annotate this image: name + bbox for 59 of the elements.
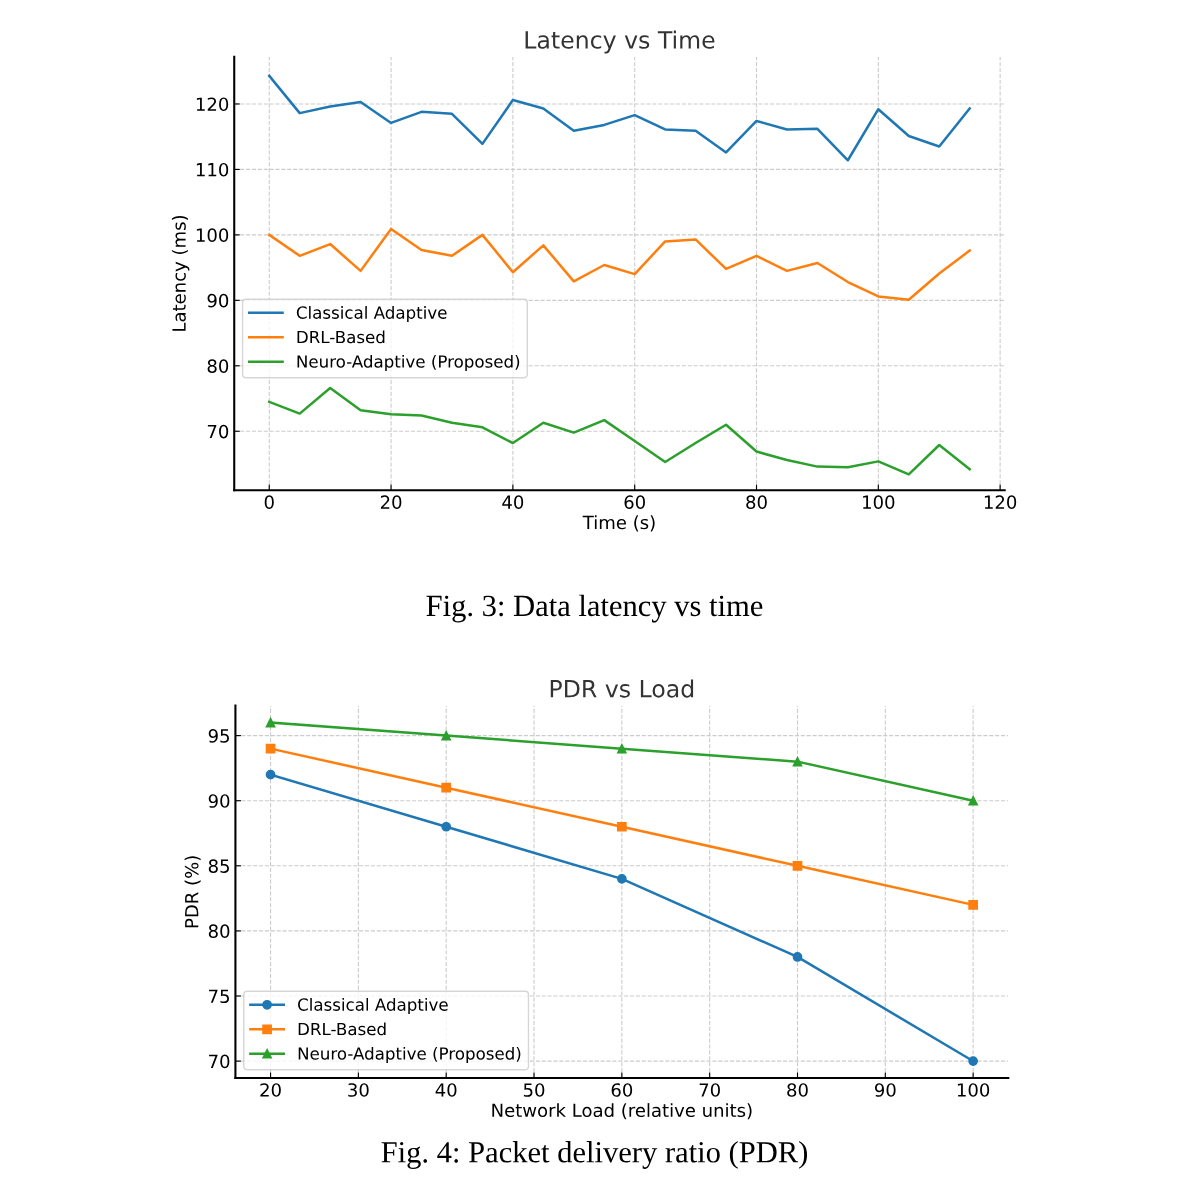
x-tick-label: 70 [699,1083,720,1097]
point [968,900,979,910]
y-tick-label: 75 [209,989,229,1004]
legend-label: DRL-Based [298,1022,386,1036]
y-tick-label: 120 [196,97,229,112]
y-tick-label: 70 [209,1054,230,1069]
legend-label: Classical Adaptive [298,997,448,1015]
x-tick-label: 20 [380,495,402,510]
y-tick-label: 90 [208,794,230,808]
x-tick-label: 60 [624,495,645,510]
legend-label: Neuro-Adaptive (Proposed) [298,1046,521,1064]
point [616,743,627,754]
point [265,769,276,780]
y-tick-label: 100 [196,228,229,242]
x-tick-label: 0 [264,495,274,510]
legend-label: Classical Adaptive [296,305,447,323]
y-tick-label: 80 [207,359,229,373]
y-tick-label: 80 [208,924,230,939]
x-tick-label: 120 [984,495,1017,510]
point [441,782,452,793]
point [441,730,452,741]
point [265,717,276,728]
x-axis-title: Time (s) [582,515,655,532]
line-series [268,227,971,301]
point [441,821,452,832]
point [792,952,803,962]
chart-title: Latency vs Time [525,30,715,54]
point [616,821,627,832]
x-tick-label: 100 [957,1083,990,1097]
y-axis-title: PDR (%) [184,856,201,928]
point [792,860,803,871]
x-tick-label: 80 [787,1083,808,1097]
caption: Fig. 3: Data latency vs time [426,594,763,623]
point [616,873,627,884]
y-tick-label: 90 [207,293,229,308]
line-series [268,386,971,476]
x-axis-title: Network Load (relative units) [492,1103,752,1120]
point [968,1056,979,1066]
y-tick-label: 70 [207,424,229,439]
x-tick-label: 100 [863,495,895,510]
chart-title: PDR vs Load [550,679,694,698]
x-tick-label: 50 [523,1083,545,1097]
y-tick-label: 110 [196,162,229,177]
point [792,756,803,767]
point [968,795,979,806]
y-tick-label: 85 [208,859,229,873]
line-series [268,74,971,162]
x-tick-label: 90 [874,1083,896,1097]
x-tick-label: 60 [611,1083,633,1097]
x-tick-label: 40 [435,1083,457,1097]
x-tick-label: 30 [348,1083,369,1097]
x-tick-label: 40 [502,495,524,510]
x-tick-label: 80 [746,495,767,510]
y-tick-label: 95 [208,729,229,743]
legend-label: DRL-Based [297,330,385,344]
y-axis-title: Latency (ms) [171,215,190,331]
x-tick-label: 20 [260,1083,281,1097]
caption: Fig. 4: Packet delivery ratio (PDR) [381,1141,808,1169]
legend-label: Neuro-Adaptive (Proposed) [297,354,520,372]
